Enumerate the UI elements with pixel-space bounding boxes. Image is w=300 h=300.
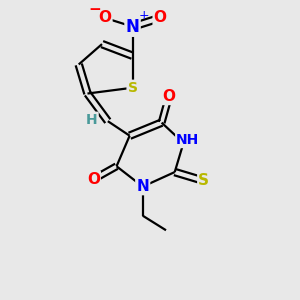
Text: −: −: [88, 2, 101, 17]
Text: S: S: [198, 173, 209, 188]
Text: N: N: [136, 179, 149, 194]
Text: O: O: [162, 89, 176, 104]
Text: NH: NH: [176, 133, 200, 147]
Text: S: S: [128, 81, 137, 95]
Text: H: H: [86, 113, 98, 127]
Text: O: O: [87, 172, 100, 187]
Text: O: O: [98, 11, 111, 26]
Text: +: +: [138, 9, 149, 22]
Text: O: O: [154, 11, 167, 26]
Text: N: N: [126, 18, 140, 36]
